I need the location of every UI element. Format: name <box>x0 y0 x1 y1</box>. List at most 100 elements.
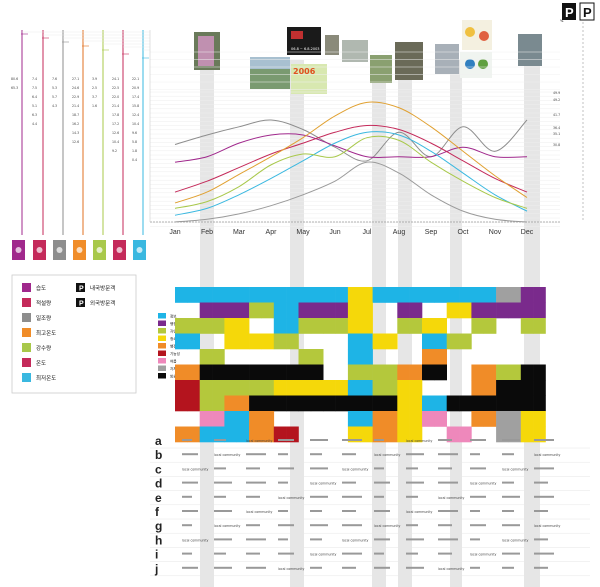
p-logos: P P <box>562 2 595 21</box>
grid-cell <box>224 395 238 412</box>
series-line-2 <box>174 124 528 193</box>
grid-cell <box>224 318 238 334</box>
table-cell-placeholder <box>214 481 232 484</box>
cartoon-face-a <box>465 27 475 37</box>
grid-cell <box>459 426 472 443</box>
table-cell-placeholder <box>246 566 266 569</box>
grid-cell <box>310 380 324 396</box>
grid-cell <box>212 380 225 396</box>
grid-cell <box>224 426 238 443</box>
axis-tick-label: 7.4 <box>32 77 37 81</box>
axis-tick-label: 24.6 <box>72 86 79 90</box>
table-cell-placeholder <box>438 467 452 470</box>
grid-cell <box>384 411 398 427</box>
legend-label-3: 최고온도 <box>36 329 56 337</box>
grid-cell <box>533 395 546 412</box>
small-legend-label-0: 정보 <box>170 314 177 319</box>
grid-cell <box>434 333 447 350</box>
table-cell-text: local community <box>214 524 241 528</box>
grid-cell <box>212 287 225 303</box>
table-cell-placeholder <box>406 495 418 498</box>
table-cell-placeholder <box>310 510 322 512</box>
table-cell-placeholder <box>534 552 554 555</box>
series-line-3 <box>174 101 528 204</box>
grid-cell <box>310 318 324 334</box>
grid-cell <box>397 380 410 396</box>
table-cell-placeholder <box>278 481 288 484</box>
grid-cell <box>384 426 398 443</box>
grid-cell <box>187 287 200 303</box>
grid-cell <box>422 333 435 350</box>
svg-text:P: P <box>565 5 574 20</box>
legend-label-4: 강수량 <box>36 345 51 352</box>
grid-cell <box>286 426 299 443</box>
grid-cell <box>533 364 546 381</box>
grid-cell <box>446 395 460 412</box>
grid-cell <box>434 287 447 303</box>
axis-tick-label: 9.2 <box>112 149 117 153</box>
table-cell-placeholder <box>246 552 260 555</box>
table-cell-placeholder <box>214 495 226 498</box>
table-cell-placeholder <box>310 524 328 527</box>
axis-tick-label: 65.3 <box>11 86 18 90</box>
axis-tick-label: 15.8 <box>132 104 139 108</box>
table-cell-placeholder <box>438 481 458 484</box>
grid-cell <box>471 395 485 412</box>
grid-cell <box>310 395 324 412</box>
grid-cell <box>212 364 225 381</box>
grid-cell <box>212 349 225 365</box>
grid-cell <box>236 287 250 303</box>
table-cell-text: local community <box>470 482 497 486</box>
table-cell-placeholder <box>278 524 294 527</box>
p-logo-dark <box>562 3 576 20</box>
grid-cell <box>175 426 188 443</box>
small-legend-swatch-7 <box>158 365 166 371</box>
grid-cell <box>508 287 522 303</box>
grid-cell <box>409 411 423 427</box>
grid-cell <box>249 287 262 303</box>
grid-cell <box>187 380 200 396</box>
legend-label-1: 적설량 <box>36 299 51 307</box>
table-cell-placeholder <box>406 467 418 470</box>
grid-cell <box>384 395 398 412</box>
grid-cell <box>273 395 287 412</box>
table-cell-placeholder <box>470 510 480 512</box>
grid-cell <box>496 302 509 319</box>
grid-cell <box>347 395 361 412</box>
axis-tick-label: 5.7 <box>52 95 57 99</box>
grid-cell <box>310 302 324 319</box>
table-cell-text: local community <box>534 453 561 457</box>
category-icon-glyph-1 <box>36 247 43 253</box>
grid-cell <box>224 287 238 303</box>
grid-cell <box>224 302 238 319</box>
table-cell-placeholder <box>214 467 226 470</box>
month-label-apr: Apr <box>266 229 278 236</box>
grid-cell <box>397 302 410 319</box>
table-cell-placeholder <box>502 453 514 456</box>
grid-cell <box>199 426 213 443</box>
grid-cell <box>409 380 423 396</box>
category-icon-glyph-4 <box>96 247 103 253</box>
table-cell-placeholder <box>342 510 356 512</box>
table-cell-placeholder <box>502 495 520 498</box>
grid-cell <box>212 426 225 443</box>
table-cell-text: local community <box>438 567 465 571</box>
table-cell-placeholder <box>342 495 362 498</box>
grid-cell <box>286 364 299 381</box>
grid-cell <box>310 349 324 365</box>
grid-cell <box>347 287 361 303</box>
table-cell-placeholder <box>182 552 192 555</box>
small-legend-swatch-5 <box>158 350 166 356</box>
grid-cell <box>384 287 398 303</box>
grid-cell <box>508 411 522 427</box>
grid-cell <box>384 333 398 350</box>
grid-cell <box>199 302 213 319</box>
axis-tick-label: 20.9 <box>132 86 139 90</box>
month-label-dec: Dec <box>521 229 534 236</box>
grid-cell <box>422 364 435 381</box>
axis-tick-label: 18.7 <box>72 113 79 117</box>
axis-tick-label: 10.4 <box>112 140 119 144</box>
grid-cell <box>397 287 410 303</box>
table-cell-placeholder <box>406 552 418 555</box>
table-row-label-f: f <box>155 505 160 519</box>
